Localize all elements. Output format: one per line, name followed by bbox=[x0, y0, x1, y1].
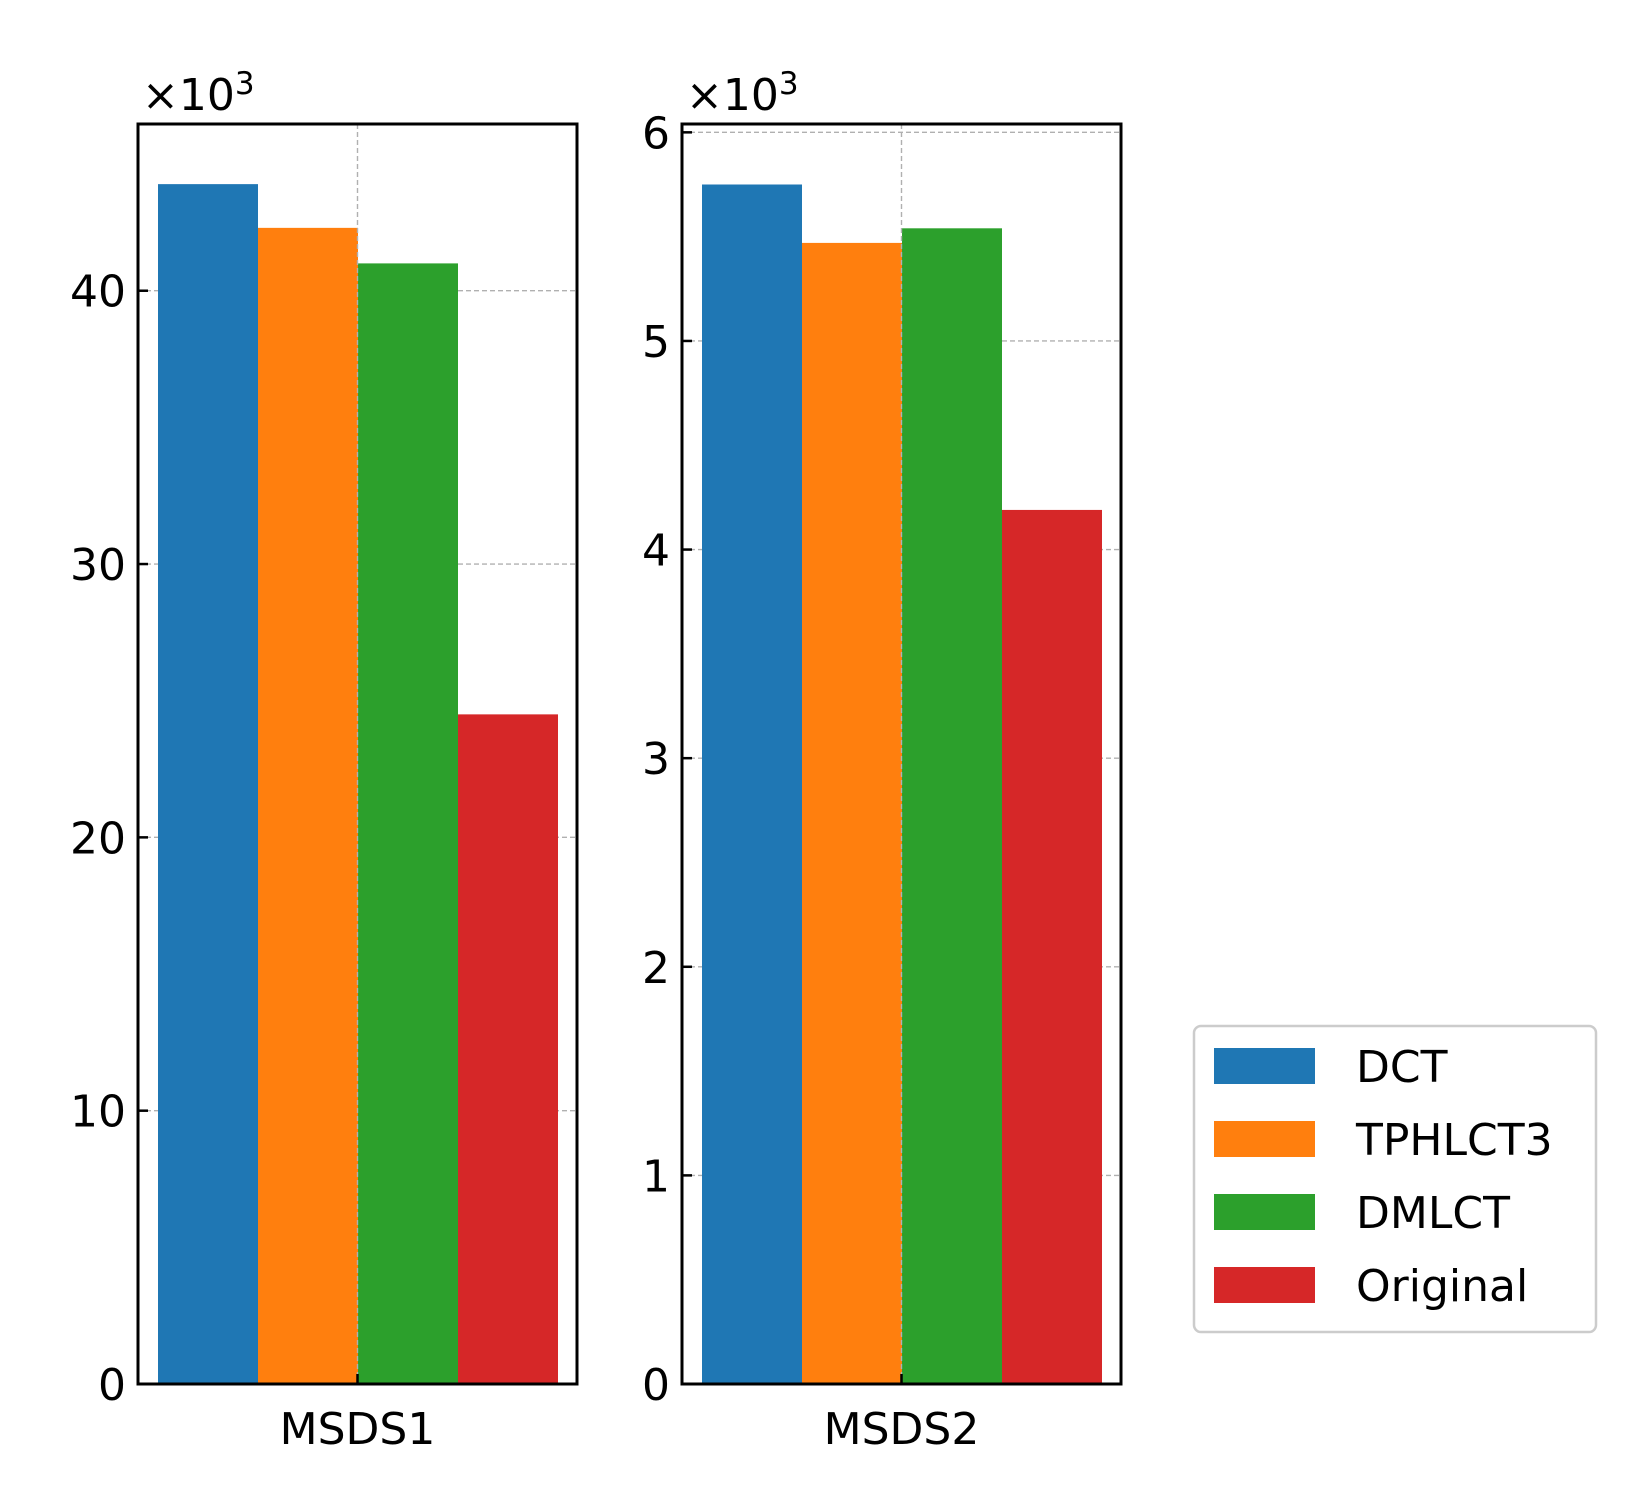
bar-msds1-original bbox=[458, 714, 558, 1384]
y-tick-label: 6 bbox=[642, 108, 670, 159]
y-tick-label: 3 bbox=[642, 734, 670, 785]
legend-swatch-dct bbox=[1214, 1048, 1315, 1084]
bar-msds2-tphlct3 bbox=[802, 242, 902, 1385]
x-tick-label: MSDS2 bbox=[824, 1404, 980, 1455]
legend-swatch-original bbox=[1214, 1267, 1315, 1303]
bar-msds1-dct bbox=[158, 184, 258, 1385]
bar-msds2-dmlct bbox=[902, 228, 1002, 1384]
legend: DCT TPHLCT3 DMLCT Original bbox=[1192, 1024, 1598, 1334]
panel-2: 0 1 2 3 4 5 6 MSDS2 ×103 bbox=[642, 66, 1123, 1455]
y-tick-label: 20 bbox=[70, 813, 126, 864]
y-tick-label: 2 bbox=[642, 943, 670, 994]
scale-label: ×103 bbox=[686, 66, 799, 121]
x-tick-label: MSDS1 bbox=[280, 1404, 436, 1455]
bar-msds2-original bbox=[1002, 509, 1102, 1385]
y-tick-label: 5 bbox=[642, 317, 670, 368]
y-tick-label: 1 bbox=[642, 1151, 670, 1202]
legend-swatch-dmlct bbox=[1214, 1194, 1315, 1230]
bar-msds2-dct bbox=[702, 184, 802, 1384]
y-tick-label: 30 bbox=[70, 540, 126, 591]
y-tick-label: 4 bbox=[642, 526, 670, 577]
legend-label-tphlct3: TPHLCT3 bbox=[1355, 1115, 1553, 1166]
y-tick-label: 0 bbox=[642, 1360, 670, 1411]
legend-swatch-tphlct3 bbox=[1214, 1121, 1315, 1157]
panel-1: 0 10 20 30 40 MSDS1 ×103 bbox=[70, 66, 579, 1455]
legend-label-dmlct: DMLCT bbox=[1356, 1188, 1510, 1239]
legend-label-original: Original bbox=[1356, 1261, 1528, 1312]
legend-label-dct: DCT bbox=[1356, 1042, 1448, 1093]
y-tick-label: 10 bbox=[70, 1087, 126, 1138]
y-tick-label: 0 bbox=[98, 1360, 126, 1411]
bar-msds1-dmlct bbox=[358, 263, 458, 1385]
legend-box bbox=[1192, 1024, 1598, 1334]
scale-label: ×103 bbox=[142, 66, 255, 121]
y-tick-label: 40 bbox=[70, 267, 126, 318]
bar-msds1-tphlct3 bbox=[258, 227, 358, 1384]
